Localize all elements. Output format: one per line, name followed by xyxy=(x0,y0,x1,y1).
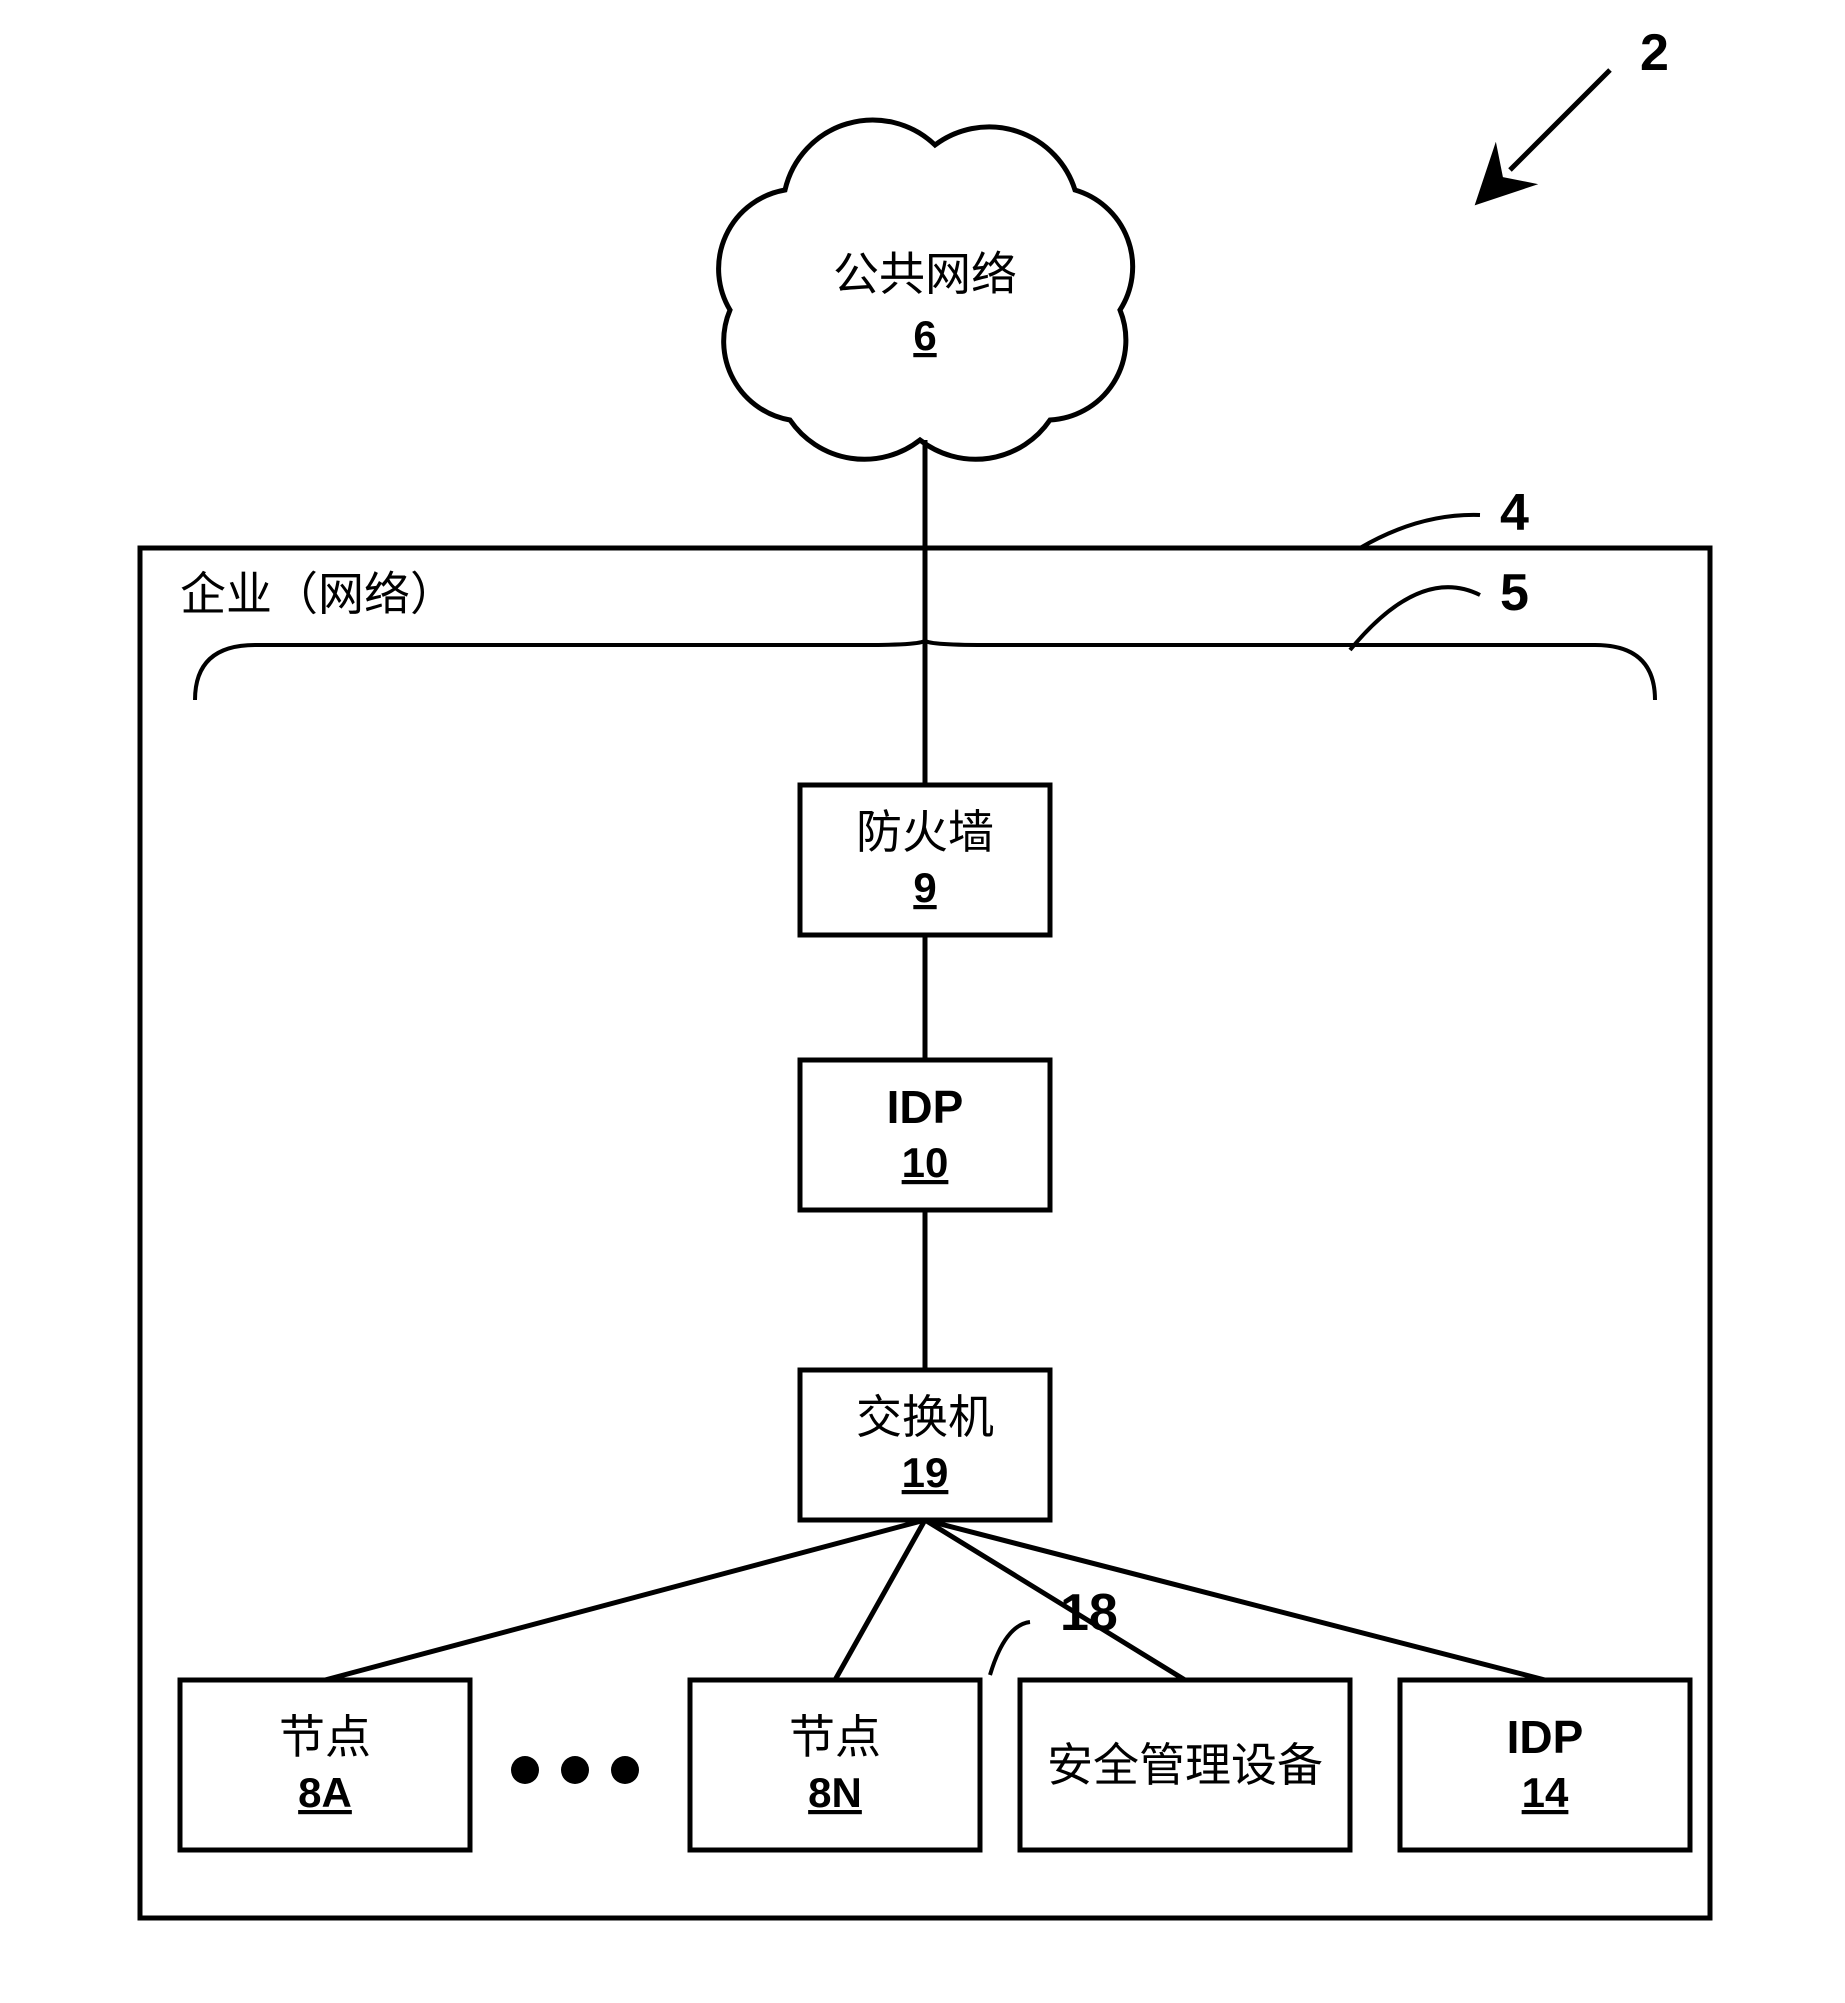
box-node_a-ref: 8A xyxy=(298,1769,352,1816)
box-switch-label: 交换机 xyxy=(856,1391,994,1443)
box-switch: 交换机 19 xyxy=(800,1370,1050,1520)
callout-5: 5 xyxy=(1500,564,1529,622)
box-firewall: 防火墙 9 xyxy=(800,785,1050,935)
box-idp-label: IDP xyxy=(887,1081,964,1133)
box-secmgr: 安全管理设备 xyxy=(1020,1680,1350,1850)
edge-switch-node_n xyxy=(835,1520,925,1680)
callout-4: 4 xyxy=(1500,484,1529,542)
ellipsis-dot xyxy=(511,1756,539,1784)
cloud-ref: 6 xyxy=(913,312,936,359)
box-idp2-label: IDP xyxy=(1507,1711,1584,1763)
callout-2: 2 xyxy=(1640,24,1669,82)
box-idp2-ref: 14 xyxy=(1522,1769,1569,1816)
edge-switch-secmgr xyxy=(925,1520,1185,1680)
ellipsis-dot xyxy=(611,1756,639,1784)
box-node_n-ref: 8N xyxy=(808,1769,862,1816)
enterprise-label: 企业（网络） xyxy=(180,568,456,620)
box-idp2: IDP 14 xyxy=(1400,1680,1690,1850)
box-secmgr-label: 安全管理设备 xyxy=(1047,1739,1323,1791)
box-node_a: 节点 8A xyxy=(180,1680,470,1850)
box-node_n: 节点 8N xyxy=(690,1680,980,1850)
box-firewall-label: 防火墙 xyxy=(856,806,994,858)
ellipsis-dot xyxy=(561,1756,589,1784)
box-switch-ref: 19 xyxy=(902,1449,949,1496)
box-idp-ref: 10 xyxy=(902,1139,949,1186)
box-firewall-ref: 9 xyxy=(913,864,936,911)
edge-switch-node_a xyxy=(325,1520,925,1680)
edge-switch-idp2 xyxy=(925,1520,1545,1680)
cloud-label: 公共网络 xyxy=(833,248,1017,300)
box-node_a-label: 节点 xyxy=(279,1711,371,1763)
callout-18: 18 xyxy=(1060,1584,1118,1642)
box-node_n-label: 节点 xyxy=(789,1711,881,1763)
box-idp: IDP 10 xyxy=(800,1060,1050,1210)
